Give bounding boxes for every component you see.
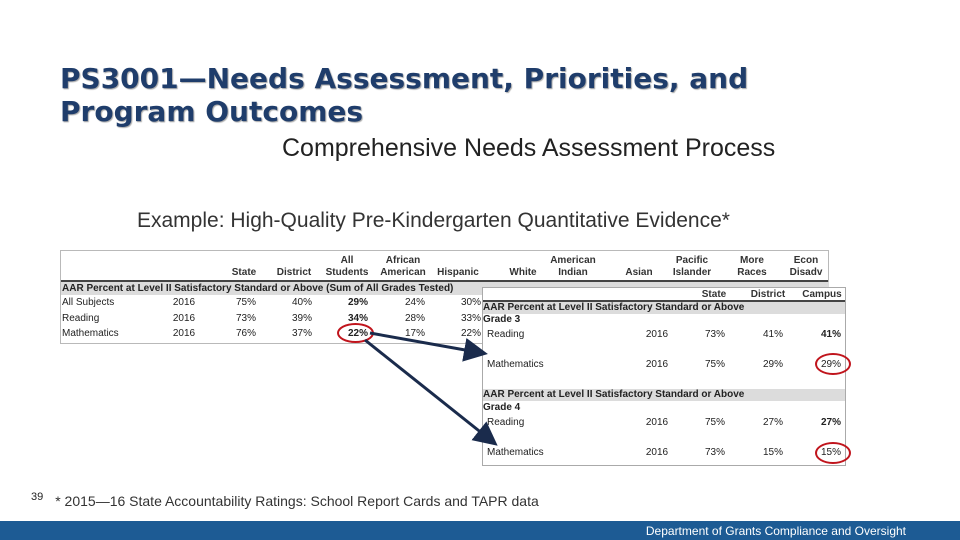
column-header: More Races [737,255,767,278]
table-cell: 41% [762,329,783,340]
arrow-to-grade4 [364,338,498,446]
column-header: Hispanic [437,267,479,278]
highlight-circle [815,442,851,464]
table-cell: 41% [820,329,841,340]
campus-grade-table: State District Campus AAR Percent at Lev… [482,287,846,466]
table-cell: 2016 [645,329,669,340]
slide-subtitle: Comprehensive Needs Assessment Process [282,134,776,162]
grade-label: Grade 4 [483,402,521,413]
table-cell: 39% [291,313,312,324]
slide-title: PS3001—Needs Assessment, Priorities, and… [60,62,749,128]
row-label: Mathematics [487,359,544,370]
table-cell: 76% [235,328,256,339]
row-label: Mathematics [62,328,119,339]
header-divider [483,300,845,302]
table-cell: 15% [762,447,783,458]
table-cell: 24% [404,297,425,308]
table-cell: 2016 [172,313,196,324]
table-cell: 37% [291,328,312,339]
footer-text: Department of Grants Compliance and Over… [645,524,906,538]
row-label: Reading [487,329,525,340]
table-cell: 40% [291,297,312,308]
table-cell: 73% [235,313,256,324]
table-cell: 17% [404,328,425,339]
table-cell: 2016 [645,359,669,370]
table-cell: 30% [460,297,481,308]
row-label: All Subjects [62,297,115,308]
table-cell: 73% [704,447,725,458]
table-cell: 75% [235,297,256,308]
column-header: African American [380,255,426,278]
column-header: Pacific Islander [672,255,712,278]
table-cell: 2016 [645,447,669,458]
table-cell: 2016 [172,297,196,308]
row-label: Mathematics [487,447,544,458]
grade-label: Grade 3 [483,314,521,325]
column-header: State [701,289,727,300]
table-cell: 73% [704,329,725,340]
column-header: Econ Disadv [789,255,823,278]
footer-bar [0,521,960,540]
column-header: American Indian [550,255,596,278]
column-header: Asian [625,267,653,278]
column-header: All Students [325,255,369,278]
column-header: Campus [802,289,842,300]
column-header: District [276,267,312,278]
table-cell: 75% [704,359,725,370]
section-header: AAR Percent at Level II Satisfactory Sta… [483,389,845,401]
table-cell: 29% [762,359,783,370]
section-header: AAR Percent at Level II Satisfactory Sta… [483,302,845,314]
column-header: White [509,267,537,278]
table-cell: 75% [704,417,725,428]
header-divider [61,280,828,282]
footnote: * 2015—16 State Accountability Ratings: … [55,493,539,509]
arrow-to-grade3 [369,331,488,362]
table-cell: 34% [347,313,368,324]
highlight-circle [815,353,851,375]
row-label: Reading [487,417,525,428]
table-cell: 28% [404,313,425,324]
column-header: District [750,289,786,300]
row-label: Reading [62,313,100,324]
table-cell: 22% [460,328,481,339]
table-cell: 27% [762,417,783,428]
table-cell: 2016 [172,328,196,339]
table-cell: 2016 [645,417,669,428]
table-cell: 29% [347,297,368,308]
column-header: State [231,267,257,278]
table-cell: 33% [460,313,481,324]
page-number: 39 [31,491,44,503]
table-cell: 27% [820,417,841,428]
example-text: Example: High-Quality Pre-Kindergarten Q… [137,209,730,232]
